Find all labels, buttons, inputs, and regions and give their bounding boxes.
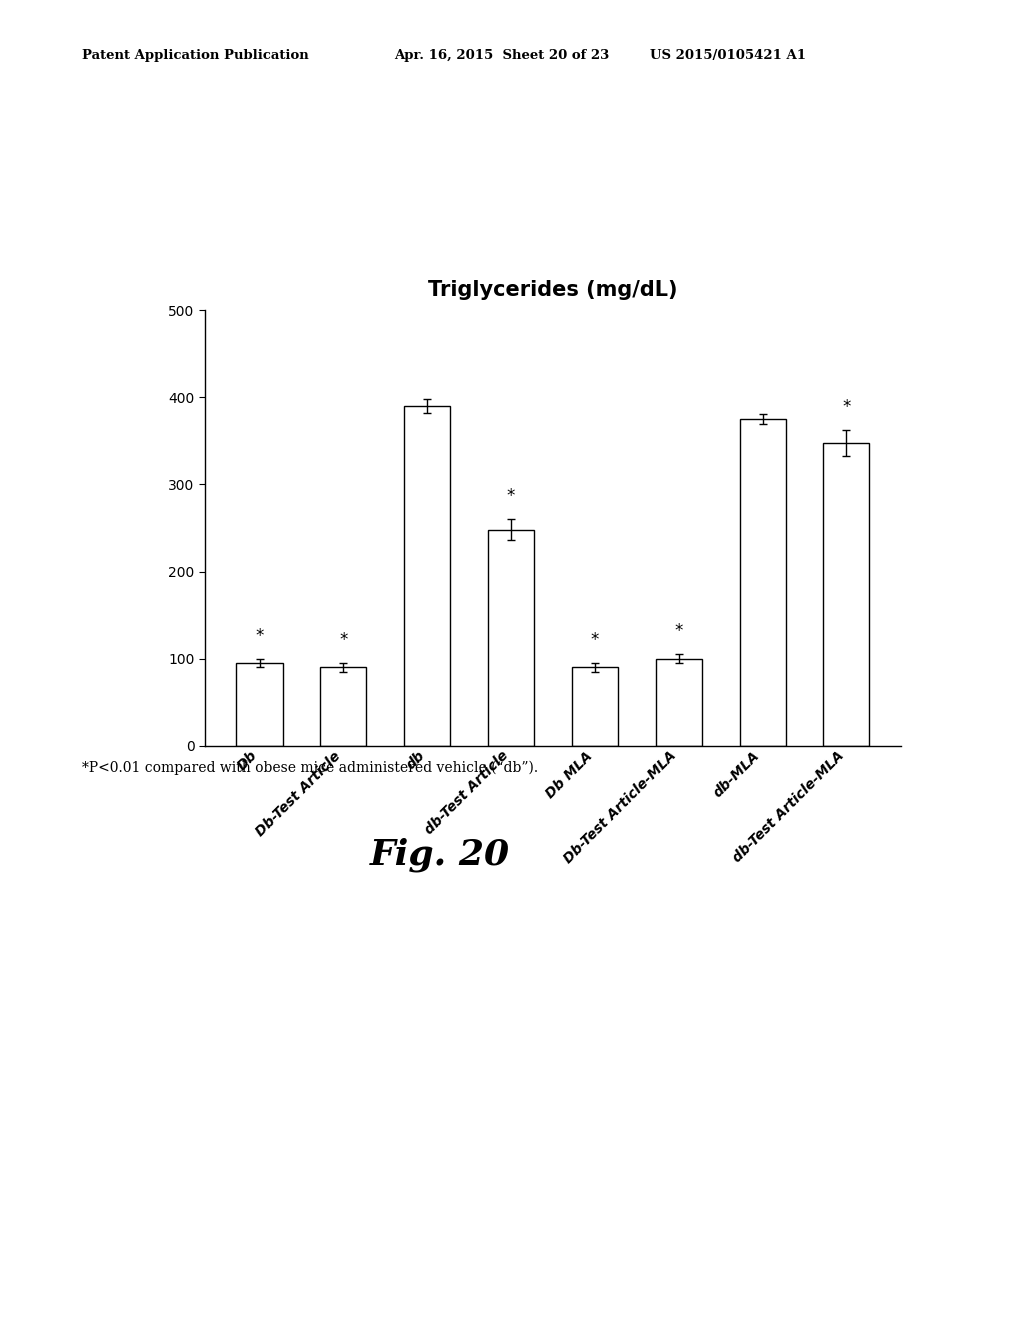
Bar	[488, 529, 535, 746]
Bar	[655, 659, 701, 746]
Bar	[739, 418, 785, 746]
Text: *: *	[591, 631, 599, 649]
Bar	[571, 668, 617, 746]
Text: Fig. 20: Fig. 20	[371, 838, 510, 873]
Bar	[823, 442, 869, 746]
Text: Patent Application Publication: Patent Application Publication	[82, 49, 308, 62]
Text: US 2015/0105421 A1: US 2015/0105421 A1	[650, 49, 806, 62]
Text: *: *	[255, 627, 264, 644]
Text: *: *	[507, 487, 515, 506]
Text: Apr. 16, 2015  Sheet 20 of 23: Apr. 16, 2015 Sheet 20 of 23	[394, 49, 609, 62]
Title: Triglycerides (mg/dL): Triglycerides (mg/dL)	[428, 280, 678, 301]
Bar	[237, 663, 283, 746]
Bar	[321, 668, 367, 746]
Text: *: *	[339, 631, 347, 649]
Text: *: *	[842, 397, 851, 416]
Text: *: *	[675, 623, 683, 640]
Bar	[404, 407, 451, 746]
Text: *P<0.01 compared with obese mice administered vehicle (“db”).: *P<0.01 compared with obese mice adminis…	[82, 760, 538, 775]
